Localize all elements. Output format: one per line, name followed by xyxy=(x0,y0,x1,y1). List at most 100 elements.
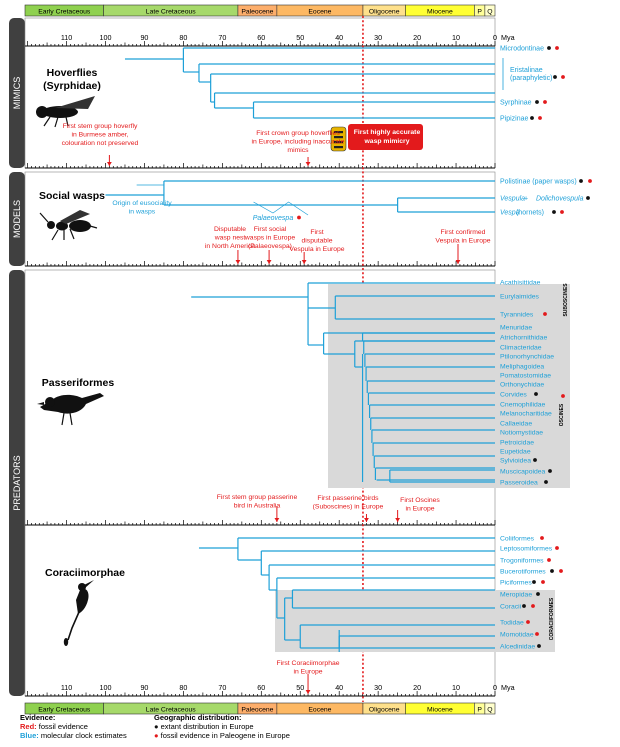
annotation: Vespula in Europe xyxy=(289,246,344,253)
taxon-label: Callaeidae xyxy=(500,421,532,428)
period-label: Paleocene xyxy=(241,706,273,713)
hoverfly-legs xyxy=(43,116,69,128)
black-dot-icon xyxy=(532,580,536,584)
tick-label: 10 xyxy=(452,33,460,42)
taxon-label: Sylvioidea xyxy=(500,458,531,465)
legend-evidence: Evidence: Red: fossil evidence Blue: mol… xyxy=(20,713,150,740)
taxon-label: Eurylaimides xyxy=(500,294,540,301)
taxon-label: Piciformes xyxy=(500,580,532,587)
black-dot-icon xyxy=(533,458,537,462)
tick-label: 50 xyxy=(296,33,304,42)
black-dot-icon xyxy=(550,569,554,573)
taxon-label: Todidae xyxy=(500,620,524,627)
black-dot-icon xyxy=(547,46,551,50)
red-dot-icon xyxy=(547,558,551,562)
passerine-beak xyxy=(37,402,44,405)
taxon-label: Passeroidea xyxy=(500,480,538,487)
clade-highlight-boxes xyxy=(275,284,570,652)
legend-blue-text: molecular clock estimates xyxy=(38,731,127,740)
black-dot-icon xyxy=(548,469,552,473)
period-label: P xyxy=(477,8,482,15)
annotation: First Coraciimorphae xyxy=(276,660,339,667)
annotation: Origin of eusociality xyxy=(112,200,172,207)
annotation: in Europe xyxy=(293,668,322,675)
phylogenetic-trees xyxy=(105,47,504,652)
tick-label: 0 xyxy=(493,683,497,692)
period-label: Eocene xyxy=(308,8,331,15)
tick-label: 0 xyxy=(493,33,497,42)
period-label: P xyxy=(477,706,482,713)
coraciimorph-tail-tip xyxy=(63,638,69,646)
taxon-label: Cnemophilidae xyxy=(500,402,546,409)
taxon-label: Melanocharitidae xyxy=(500,411,552,418)
annotation: colouration not preserved xyxy=(62,140,139,147)
fossil-stripe xyxy=(334,146,343,149)
tick-label: 110 xyxy=(61,683,72,692)
taxon-label: Microdontinae xyxy=(500,46,544,53)
taxon-label: Muscicapoidea xyxy=(500,469,546,476)
annotation: Disputable xyxy=(214,226,246,233)
tick-label: 100 xyxy=(100,683,112,692)
passerine-silhouette xyxy=(40,393,104,414)
red-dot-icon xyxy=(561,75,565,79)
section-band xyxy=(9,172,25,266)
annotation: in Europe, including inaccurate xyxy=(252,138,345,145)
tick-label: 110 xyxy=(61,33,72,42)
red-dot-icon xyxy=(526,620,530,624)
period-label: Q xyxy=(487,706,492,713)
taxon-label: Petroicidae xyxy=(500,440,534,447)
taxon-label: Coracii xyxy=(500,604,522,611)
annotation: in North America xyxy=(205,243,255,250)
clade-label: CORACIIFORMES xyxy=(549,597,555,640)
period-label: Miocene xyxy=(427,706,453,713)
arrow-head xyxy=(301,260,307,264)
black-dot-icon xyxy=(530,116,534,120)
period-label: Early Cretaceous xyxy=(38,8,91,15)
wasp-thorax xyxy=(56,221,68,231)
annotation: (Suboscines) in Europe xyxy=(313,503,384,510)
arrow-head xyxy=(455,260,461,264)
taxon-label: Climacteridae xyxy=(500,345,542,352)
badge-text: wasp mimicry xyxy=(364,138,410,145)
taxon-label: + xyxy=(524,196,528,203)
clade-label: OSCINES xyxy=(559,403,565,426)
red-dot-icon xyxy=(540,536,544,540)
red-dot-icon xyxy=(560,210,564,214)
taxon-label: Bucerotiformes xyxy=(500,569,546,576)
black-dot-icon xyxy=(537,644,541,648)
period-cell xyxy=(484,4,496,17)
annotation: mimics xyxy=(287,147,309,154)
taxon-label: Pomatostomidae xyxy=(500,373,551,380)
black-dot-icon: ● xyxy=(154,722,159,731)
annotation: wasps in Europe xyxy=(244,234,295,241)
legend-geo-red: fossil evidence in Paleogene in Europe xyxy=(160,731,290,740)
black-dot-icon xyxy=(535,100,539,104)
annotation: in Europe xyxy=(405,505,434,512)
taxon-label: Alcedinidae xyxy=(500,644,535,651)
hoverfly-head xyxy=(36,106,48,118)
taxon-label: Pipizinae xyxy=(500,116,529,123)
black-dot-icon xyxy=(552,210,556,214)
wasp-legs xyxy=(39,212,98,241)
taxon-label: Syrphinae xyxy=(500,100,532,107)
period-label: Early Cretaceous xyxy=(38,706,91,713)
section-side-label: MIMICS xyxy=(12,77,22,110)
red-dot-icon xyxy=(555,46,559,50)
tick-label: 40 xyxy=(335,683,343,692)
arrow-head xyxy=(235,260,241,264)
tick-label: 90 xyxy=(140,683,148,692)
legend-geo-title: Geographic distribution: xyxy=(154,713,242,722)
red-dot-icon xyxy=(538,116,542,120)
arrow-head xyxy=(266,260,272,264)
tick-label: 70 xyxy=(218,683,226,692)
coraciimorph-beak xyxy=(84,580,94,588)
black-dot-icon xyxy=(544,480,548,484)
wasp-head xyxy=(47,221,55,229)
annotation: in wasps xyxy=(129,208,156,215)
clade-label: SUBOSCINES xyxy=(563,283,569,317)
taxon-label: Vespula xyxy=(500,196,525,203)
period-label: Late Cretaceous xyxy=(146,8,196,15)
taxon-label: Ptilonorhynchidae xyxy=(500,354,554,361)
wasp-wing xyxy=(60,210,90,224)
